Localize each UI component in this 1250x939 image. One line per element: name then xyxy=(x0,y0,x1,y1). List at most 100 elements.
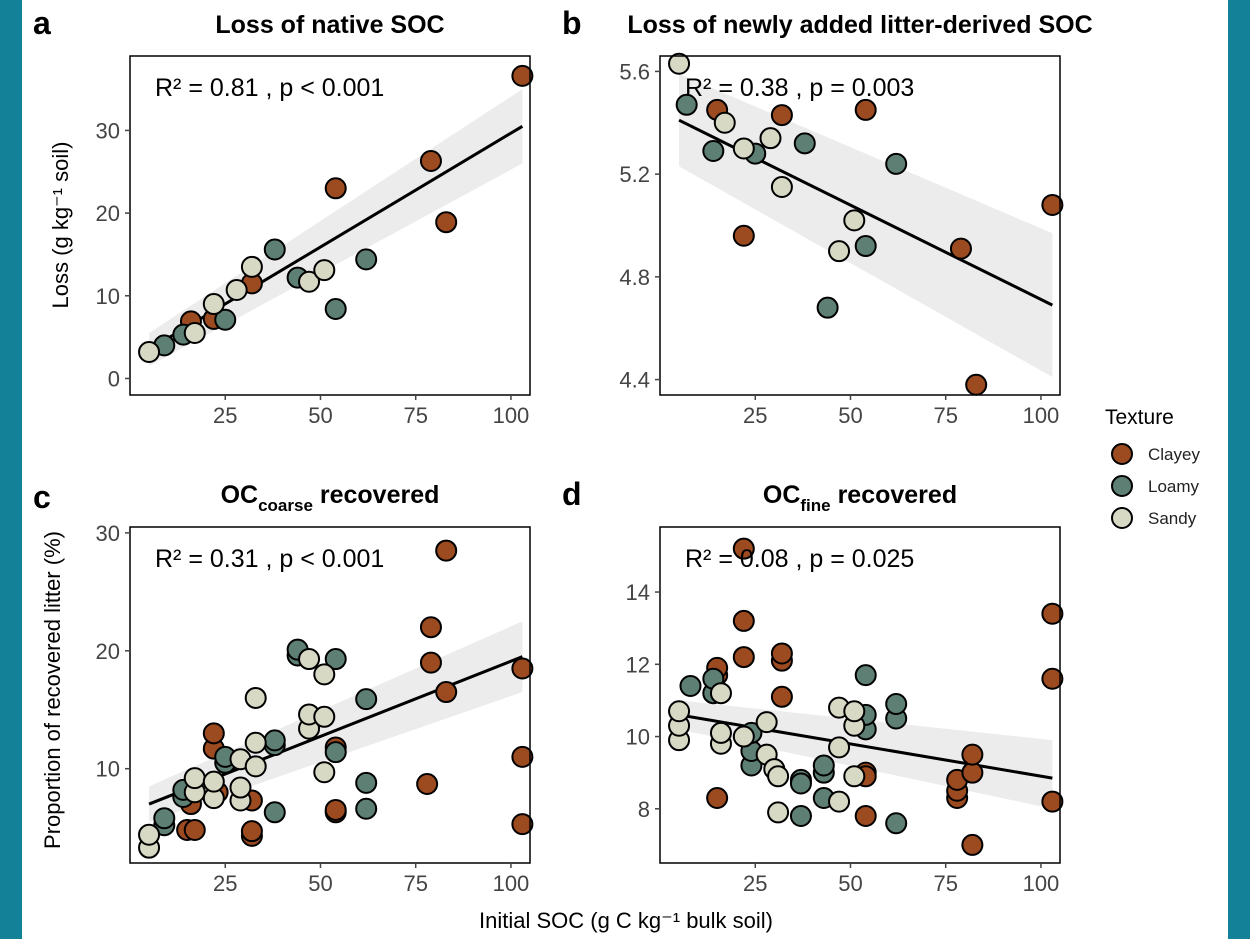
panel-c-point-loamy-6 xyxy=(263,801,286,824)
left-frame-bar xyxy=(0,0,22,939)
panel-b-point-sandy-3 xyxy=(759,127,782,150)
panel-b-point-sandy-6 xyxy=(843,209,866,232)
panel-b-y-tick-label: 4.4 xyxy=(619,368,650,393)
panel-d-point-clayey-4 xyxy=(732,609,755,632)
panel-a-point-sandy-3 xyxy=(225,278,248,301)
panel-c-stat-annotation: R² = 0.31 , p < 0.001 xyxy=(155,545,384,573)
panel-d-point-loamy-14 xyxy=(854,664,877,687)
panel-c-point-sandy-10 xyxy=(244,731,267,754)
panel-d-point-clayey-15 xyxy=(961,833,984,856)
legend-label-sandy: Sandy xyxy=(1148,509,1197,528)
panel-d-point-sandy-6 xyxy=(732,725,755,748)
panel-b: 25 50 75 100 4.4 4.8 5.2 5.6 R² = 0.38 , p = 0.0… xyxy=(619,52,1064,428)
panel-a: 25 50 75 100 0 10 20 30 R² = 0.81 , p < 0.001 xyxy=(96,55,534,428)
panel-c-point-clayey-16 xyxy=(435,539,458,562)
panel-c-point-clayey-13 xyxy=(419,651,442,674)
panel-label-b: b xyxy=(562,5,582,41)
panel-d-point-clayey-18 xyxy=(1041,790,1064,813)
panel-c-plot-frame xyxy=(129,526,531,864)
panel-d-y-tick-label: 14 xyxy=(626,580,650,605)
panel-d-point-clayey-3 xyxy=(732,646,755,669)
panel-c-point-clayey-1 xyxy=(183,818,206,841)
panel-a-point-loamy-2 xyxy=(214,308,237,331)
panel-c-point-loamy-12 xyxy=(324,648,347,671)
panel-d-point-clayey-8 xyxy=(770,642,793,665)
panel-c-point-sandy-9 xyxy=(244,755,267,778)
panel-b-point-loamy-5 xyxy=(854,235,877,258)
panel-d-y-tick-label: 12 xyxy=(626,652,650,677)
panel-d-point-loamy-6 xyxy=(789,805,812,828)
panel-d-point-clayey-16 xyxy=(961,761,984,784)
panel-b-point-loamy-3 xyxy=(793,132,816,155)
panel-d-point-sandy-11 xyxy=(767,801,790,824)
panel-c-title-sub: coarse xyxy=(258,496,313,515)
panel-c: 25 50 75 100 10 20 30 R² = 0.31 , p < 0.001 xyxy=(96,521,534,896)
panel-a-point-sandy-2 xyxy=(202,293,225,316)
panel-a-x-tick-label: 25 xyxy=(213,403,237,428)
panel-d-point-sandy-2 xyxy=(668,700,691,723)
panel-c-y-tick-label: 10 xyxy=(96,757,120,782)
panel-c-point-clayey-17 xyxy=(511,813,534,836)
panel-d-point-clayey-9 xyxy=(854,805,877,828)
panel-c-point-loamy-8 xyxy=(263,729,286,752)
panel-c-point-sandy-14 xyxy=(298,648,321,671)
panel-a-x-tick-label: 100 xyxy=(493,403,530,428)
panel-b-y-tick-label: 5.6 xyxy=(619,59,650,84)
panel-d-point-loamy-17 xyxy=(885,693,908,716)
panel-b-point-loamy-6 xyxy=(885,152,908,175)
panel-c-point-clayey-15 xyxy=(435,681,458,704)
panel-d-x-tick-label: 75 xyxy=(933,871,957,896)
panel-b-point-clayey-3 xyxy=(854,98,877,121)
panel-d-title-main: OC xyxy=(763,481,801,509)
panel-c-point-sandy-3 xyxy=(183,767,206,790)
panel-c-point-sandy-17 xyxy=(313,663,336,686)
x-axis-label: Initial SOC (g C kg⁻¹ bulk soil) xyxy=(479,908,773,933)
panel-d-stat-annotation: R² = 0.08 , p = 0.025 xyxy=(685,545,914,573)
panel-d-title-rest: recovered xyxy=(831,481,957,509)
panel-a-point-sandy-5 xyxy=(298,270,321,293)
panel-c-point-sandy-1 xyxy=(138,823,161,846)
panel-c-point-sandy-5 xyxy=(202,770,225,793)
panel-b-point-sandy-2 xyxy=(732,137,755,160)
panel-a-point-clayey-3 xyxy=(324,177,347,200)
panel-a-y-tick-label: 20 xyxy=(96,201,120,226)
panel-c-point-clayey-10 xyxy=(324,798,347,821)
panel-b-point-sandy-4 xyxy=(770,175,793,198)
panel-a-y-tick-label: 10 xyxy=(96,284,120,309)
panel-d-x-tick-label: 25 xyxy=(743,871,767,896)
panel-b-point-clayey-2 xyxy=(770,104,793,127)
legend: Texture Clayey Loamy Sandy xyxy=(1105,406,1200,529)
panel-d-title-sub: fine xyxy=(800,496,830,515)
panel-d-point-loamy-0 xyxy=(679,674,702,697)
panel-d-point-loamy-8 xyxy=(789,772,812,795)
panel-a-stat-annotation: R² = 0.81 , p < 0.001 xyxy=(155,74,384,102)
panel-c-point-loamy-1 xyxy=(153,807,176,830)
panel-b-y-tick-label: 5.2 xyxy=(619,162,650,187)
panel-c-point-loamy-14 xyxy=(355,771,378,794)
panel-d-point-sandy-4 xyxy=(709,721,732,744)
panel-c-x-tick-label: 75 xyxy=(403,871,427,896)
panel-a-y-tick-label: 30 xyxy=(96,118,120,143)
panel-c-point-loamy-15 xyxy=(355,688,378,711)
panel-a-point-loamy-5 xyxy=(324,298,347,321)
panel-d-point-sandy-10 xyxy=(767,765,790,788)
legend-swatch-loamy xyxy=(1111,475,1133,497)
panel-d-point-loamy-11 xyxy=(812,754,835,777)
panel-d-point-sandy-13 xyxy=(828,736,851,759)
panel-b-point-sandy-5 xyxy=(828,240,851,263)
panel-d-point-clayey-17 xyxy=(961,743,984,766)
panel-d-title: OCfine recovered xyxy=(763,481,957,515)
panel-c-point-sandy-7 xyxy=(229,776,252,799)
panel-b-x-tick-label: 50 xyxy=(838,403,862,428)
panel-label-d: d xyxy=(562,476,582,512)
panel-a-point-loamy-3 xyxy=(263,238,286,261)
panels: 25 50 75 100 0 10 20 30 R² = 0.81 , p < 0.001 25 5… xyxy=(96,52,1064,896)
panel-d-point-sandy-17 xyxy=(843,700,866,723)
y-axis-label-top: Loss (g kg⁻¹ soil) xyxy=(48,142,73,309)
panel-d-y-tick-label: 10 xyxy=(626,725,650,750)
legend-label-clayey: Clayey xyxy=(1148,445,1200,464)
panel-a-x-tick-label: 50 xyxy=(308,403,332,428)
panel-a-point-sandy-4 xyxy=(240,255,263,278)
